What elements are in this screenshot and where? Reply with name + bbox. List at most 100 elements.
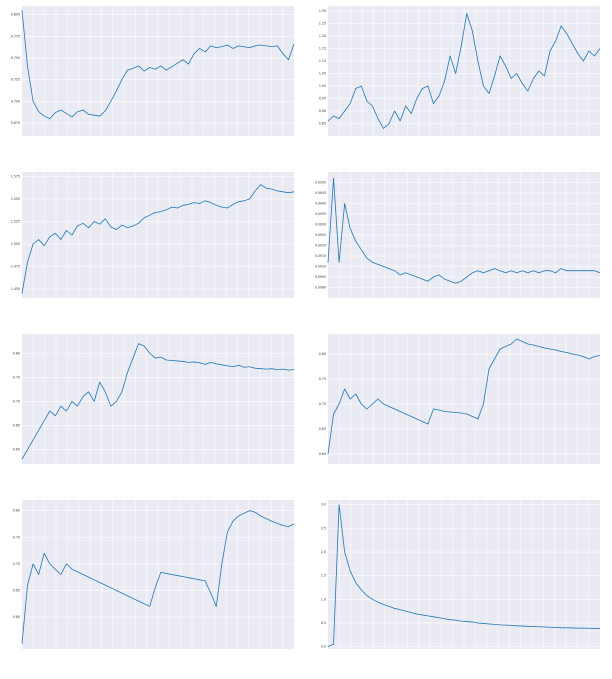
data-point [143,217,145,219]
data-point [238,201,239,202]
y-tick-label: 1.30 [319,9,326,13]
data-point [571,270,573,271]
data-point [177,575,178,576]
data-point [427,280,429,282]
data-point [160,211,162,212]
data-point [199,203,200,204]
data-point [105,110,106,112]
y-tick-label: 0.95 [319,97,326,101]
data-point [355,241,357,242]
data-point [55,232,56,234]
data-point [510,270,512,271]
data-point [577,627,579,629]
data-point [293,523,295,525]
data-point [588,50,590,52]
data-point [516,73,517,74]
data-point [193,361,195,363]
data-point [566,270,567,271]
data-point [277,369,278,370]
y-tick-label: 0.0950 [315,181,326,185]
data-point [344,110,345,112]
data-point [32,563,34,565]
data-point [477,418,479,420]
data-point [555,272,556,274]
series-line [327,338,601,455]
series-line [327,177,601,284]
data-point [355,393,357,395]
data-point [105,391,106,393]
data-point [55,112,56,113]
data-point [488,623,490,625]
data-point [510,78,512,79]
data-point [499,270,501,271]
data-point [27,261,28,263]
data-point [377,398,379,400]
y-tick-label: 1.450 [11,287,20,291]
data-point [377,264,379,265]
data-point [171,574,173,575]
data-point [349,398,351,400]
data-point [55,415,56,417]
data-point [282,53,284,54]
data-point [460,280,462,282]
data-point [333,413,334,415]
data-point [422,278,423,280]
y-tick-label: 0.0925 [315,233,326,237]
data-point [544,75,545,77]
data-point [149,214,150,216]
data-point [466,276,468,278]
data-point [522,625,523,627]
chart-svg-8: 3.0 2.5 2.0 1.5 1.0 0.5 0.0 [321,500,601,649]
data-point [177,62,178,64]
data-point [199,579,200,581]
data-point [372,403,373,405]
data-point [166,209,167,211]
data-point [444,278,445,280]
data-point [571,353,573,355]
data-point [293,369,295,370]
y-tick-label: 3.0 [321,503,326,507]
y-tick-label: 0.0910 [315,265,326,269]
data-point [433,103,434,104]
data-point [188,204,189,205]
data-point [88,227,89,229]
y-tick-label: 0.60 [13,615,20,619]
data-point [455,412,456,413]
data-point [527,272,529,274]
data-point [510,625,512,626]
data-point [260,44,261,46]
data-point [99,582,100,583]
y-tick-label: 0.0905 [315,275,326,279]
data-point [204,580,206,582]
data-point [333,178,334,179]
data-point [77,571,78,573]
data-point [483,403,484,405]
data-point [127,595,128,597]
data-point [121,391,123,393]
chart-panel-8: 3.0 2.5 2.0 1.5 1.0 0.5 0.0 [306,494,612,679]
data-point [166,359,167,361]
data-point [238,365,239,366]
data-point [182,205,184,206]
data-point [527,626,529,627]
data-point [293,191,295,193]
data-point [466,621,468,622]
data-point [411,274,412,276]
data-point [210,202,211,203]
data-point [366,408,368,410]
data-point [349,570,351,572]
data-point [110,405,112,407]
data-point [49,410,51,412]
data-point [338,262,340,263]
data-point [66,410,67,412]
y-tick-label: 0.90 [319,109,326,113]
data-point [149,67,150,68]
data-point [82,574,84,575]
data-point [327,453,329,455]
data-point [93,114,95,116]
data-point [583,356,584,357]
data-point [288,526,289,527]
data-point [522,270,523,271]
data-point [494,358,495,360]
y-tick-label: 0.0930 [315,223,326,227]
